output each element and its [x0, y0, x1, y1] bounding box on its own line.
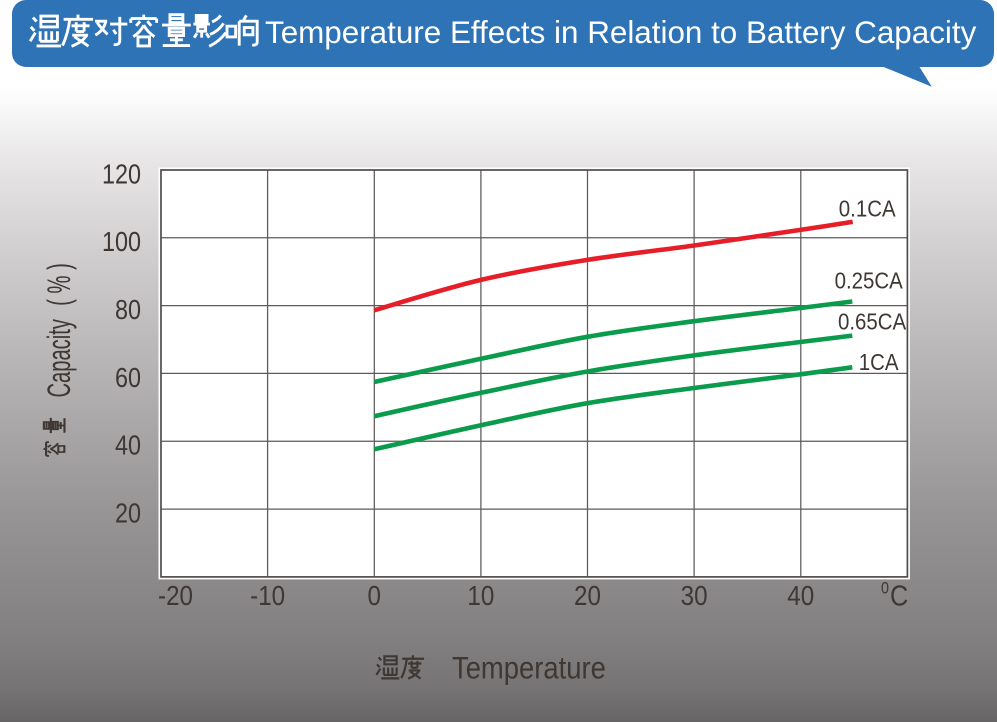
svg-text:-10: -10: [250, 581, 285, 611]
svg-text:0: 0: [881, 580, 889, 598]
svg-text:40: 40: [787, 581, 814, 611]
svg-text:60: 60: [115, 363, 141, 393]
svg-text:80: 80: [115, 295, 141, 325]
svg-text:-20: -20: [158, 581, 193, 611]
svg-text:100: 100: [102, 227, 141, 257]
svg-text:120: 120: [102, 160, 141, 190]
svg-text:20: 20: [115, 499, 141, 529]
svg-text:40: 40: [115, 431, 141, 461]
svg-text:0.1CA: 0.1CA: [839, 195, 896, 222]
svg-text:0.65CA: 0.65CA: [838, 308, 906, 335]
svg-text:10: 10: [467, 581, 494, 611]
svg-text:Temperature: Temperature: [452, 651, 606, 686]
svg-text:0: 0: [368, 581, 381, 611]
svg-text:30: 30: [681, 581, 708, 611]
svg-text:Capacity(%): Capacity(%): [41, 263, 77, 397]
svg-text:1CA: 1CA: [859, 348, 899, 375]
svg-text:0.25CA: 0.25CA: [835, 267, 903, 294]
svg-text:C: C: [890, 579, 908, 612]
svg-text:20: 20: [574, 581, 601, 611]
